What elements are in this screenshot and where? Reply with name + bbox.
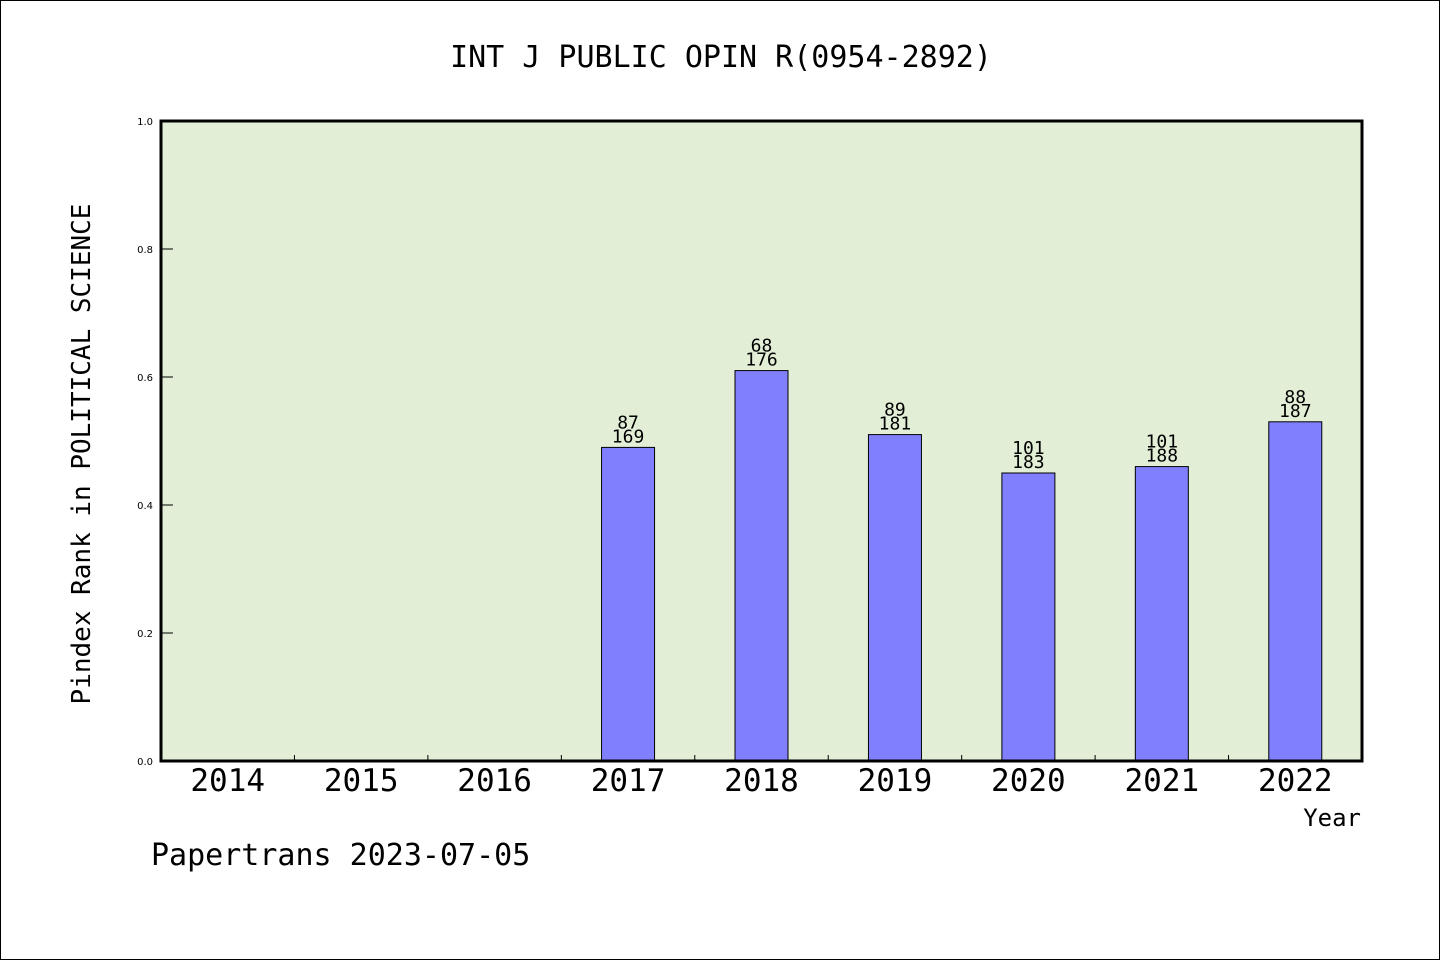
bar-label-bottom: 169 xyxy=(612,426,645,447)
x-axis-label: Year xyxy=(1303,804,1361,832)
bar-group xyxy=(601,370,1323,762)
x-tick-label: 2016 xyxy=(457,763,532,799)
bar xyxy=(867,434,922,762)
x-tick-label: 2022 xyxy=(1258,763,1333,799)
y-tick-label: 0.4 xyxy=(137,501,153,512)
bar-label-bottom: 181 xyxy=(879,414,912,435)
bar xyxy=(1001,472,1056,762)
bar-label-top: 88 xyxy=(1284,387,1306,408)
bar xyxy=(1268,421,1323,762)
bar-label-top: 101 xyxy=(1146,432,1179,453)
bar-label-bottom: 187 xyxy=(1279,401,1312,422)
chart-title: INT J PUBLIC OPIN R(0954-2892) xyxy=(450,40,992,75)
x-tick-label: 2014 xyxy=(190,763,265,799)
bar xyxy=(734,370,789,762)
bar-label-top: 101 xyxy=(1012,438,1045,459)
bar-label-top: 68 xyxy=(751,336,773,357)
bar-label-bottom: 188 xyxy=(1146,446,1179,467)
bar-label-top: 89 xyxy=(884,400,906,421)
x-tick-label: 2021 xyxy=(1125,763,1200,799)
y-tick-label: 0.0 xyxy=(137,757,153,768)
bar-label-bottom: 176 xyxy=(745,350,778,371)
bar-label-bottom: 183 xyxy=(1012,452,1045,473)
bar-label-top: 87 xyxy=(617,412,639,433)
x-tick-label: 2017 xyxy=(591,763,666,799)
y-tick-label: 1.0 xyxy=(137,117,153,128)
x-tick-label: 2018 xyxy=(724,763,799,799)
y-tick-label: 0.2 xyxy=(137,629,153,640)
x-tick-label: 2020 xyxy=(991,763,1066,799)
x-tick-label: 2019 xyxy=(858,763,933,799)
y-tick-label: 0.6 xyxy=(137,373,153,384)
x-axis-ticks: 2014 2015 2016 2017 2018 2019 2020 2021 2022 xyxy=(190,755,1333,799)
plot-border xyxy=(159,119,1364,763)
x-tick-label: 2015 xyxy=(324,763,399,799)
footer-credit: Papertrans 2023-07-05 xyxy=(151,838,530,873)
bar xyxy=(601,446,656,762)
y-tick-label: 0.8 xyxy=(137,245,153,256)
bar xyxy=(1134,466,1189,762)
y-axis-label: Pindex Rank in POLITICAL SCIENCE xyxy=(67,204,97,705)
